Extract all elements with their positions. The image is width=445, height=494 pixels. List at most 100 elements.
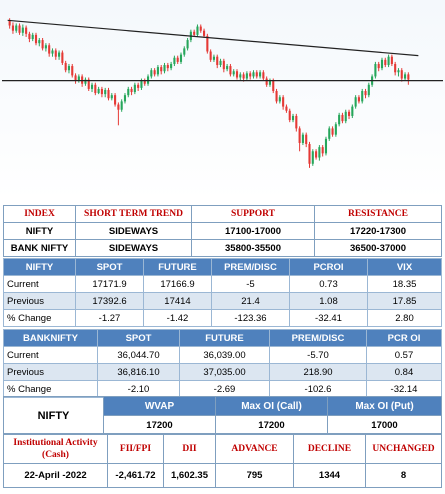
pcroi-value: 1.08 (289, 292, 368, 310)
prem-value: -5.70 (269, 346, 367, 364)
candle-body (407, 74, 410, 80)
candle-body (404, 74, 407, 79)
max-oi-call-value: 17200 (215, 415, 328, 435)
candle-body (361, 91, 364, 102)
row-label: Previous (3, 363, 98, 381)
candle-body (100, 88, 103, 95)
vix-value: 18.35 (367, 275, 442, 293)
index-name: NIFTY (3, 222, 76, 240)
candle-body (41, 40, 44, 49)
oi-index-label: NIFTY (3, 396, 104, 435)
candle-body (380, 59, 384, 69)
candle-body (324, 138, 328, 154)
candle-body (219, 60, 222, 66)
prem-value: 21.4 (211, 292, 290, 310)
candle-body (123, 95, 127, 102)
candle-body (44, 45, 47, 49)
candle-body (21, 27, 24, 33)
prem-value: -123.36 (211, 309, 290, 327)
pcroi-value: 0.73 (289, 275, 368, 293)
candle-body (179, 54, 183, 62)
candle-body (311, 151, 314, 164)
candle-body (61, 52, 64, 63)
candle-body (298, 128, 301, 143)
trend-value: SIDEWAYS (75, 239, 192, 257)
col-label: NIFTY (3, 258, 76, 276)
candle-body (259, 72, 262, 77)
candle-body (114, 95, 117, 105)
candle-body (249, 73, 252, 77)
candle-body (301, 134, 304, 143)
candle-body (97, 88, 100, 94)
candle-body (397, 70, 400, 73)
candle-body (387, 56, 390, 66)
header-support: SUPPORT (191, 205, 315, 223)
candle-body (288, 110, 291, 121)
candle-body (318, 147, 321, 158)
spot-value: 17392.6 (75, 292, 144, 310)
candle-body (8, 20, 11, 26)
decline-value: 1344 (293, 463, 366, 488)
banknifty-row-change: % Change -2.10 -2.69 -102.6 -32.14 (3, 380, 442, 398)
spot-value: 36,816.10 (97, 363, 180, 381)
candle-body (212, 56, 215, 60)
nifty-row-change: % Change -1.27 -1.42 -123.36 -32.41 2.80 (3, 309, 442, 327)
candle-body (84, 79, 87, 84)
candle-body (38, 40, 41, 44)
future-value: -2.69 (179, 380, 270, 398)
candle-body (54, 50, 57, 57)
future-value: 17414 (143, 292, 212, 310)
candle-body (48, 45, 51, 54)
candle-body (239, 74, 242, 78)
candle-body (321, 147, 324, 154)
unchanged-value: 8 (365, 463, 442, 488)
candle-body (203, 30, 206, 36)
candle-body (315, 151, 318, 158)
candle-body (308, 144, 311, 164)
resistance-trend-line (7, 19, 419, 57)
candle-body (291, 115, 295, 121)
row-label: Previous (3, 292, 76, 310)
col-prem-disc: PREM/DISC (269, 329, 367, 347)
oi-table: NIFTY WVAP Max OI (Call) Max OI (Put) 17… (3, 396, 442, 435)
candle-body (305, 134, 308, 145)
spot-value: 36,044.70 (97, 346, 180, 364)
col-max-oi-put: Max OI (Put) (327, 396, 442, 416)
candle-body (334, 124, 337, 135)
vix-value: 2.80 (367, 309, 442, 327)
activity-header-row: Institutional Activity (Cash) FII/FPI DI… (3, 433, 442, 464)
candle-body (272, 80, 275, 91)
header-decline: DECLINE (293, 433, 366, 464)
banknifty-row-current: Current 36,044.70 36,039.00 -5.70 0.57 (3, 346, 442, 364)
trend-value: SIDEWAYS (75, 222, 192, 240)
candle-body (338, 114, 341, 125)
col-pcroi: PCROI (289, 258, 368, 276)
candle-body (196, 26, 199, 35)
spot-value: 17171.9 (75, 275, 144, 293)
col-label: BANKNIFTY (3, 329, 98, 347)
candle-body (183, 48, 186, 55)
prem-value: -5 (211, 275, 290, 293)
nifty-header-row: NIFTY SPOT FUTURE PREM/DISC PCROI VIX (3, 258, 442, 276)
candle-body (140, 80, 143, 88)
nifty-row-current: Current 17171.9 17166.9 -5 0.73 18.35 (3, 275, 442, 293)
support-value: 17100-17000 (191, 222, 315, 240)
candle-body (176, 57, 179, 62)
candle-body (160, 67, 163, 72)
header-trend: SHORT TERM TREND (75, 205, 192, 223)
institutional-activity-table: Institutional Activity (Cash) FII/FPI DI… (3, 433, 442, 488)
candle-body (28, 33, 31, 40)
col-spot: SPOT (97, 329, 180, 347)
candle-body (229, 66, 232, 75)
candle-body (163, 65, 166, 72)
candle-body (242, 74, 245, 79)
candle-body (367, 84, 370, 96)
col-prem-disc: PREM/DISC (211, 258, 290, 276)
candle-body (374, 63, 377, 77)
spot-value: -1.27 (75, 309, 144, 327)
candle-body (11, 25, 14, 31)
candle-body (209, 51, 212, 60)
row-label: % Change (3, 309, 76, 327)
future-value: 17166.9 (143, 275, 212, 293)
candle-body (150, 70, 153, 77)
